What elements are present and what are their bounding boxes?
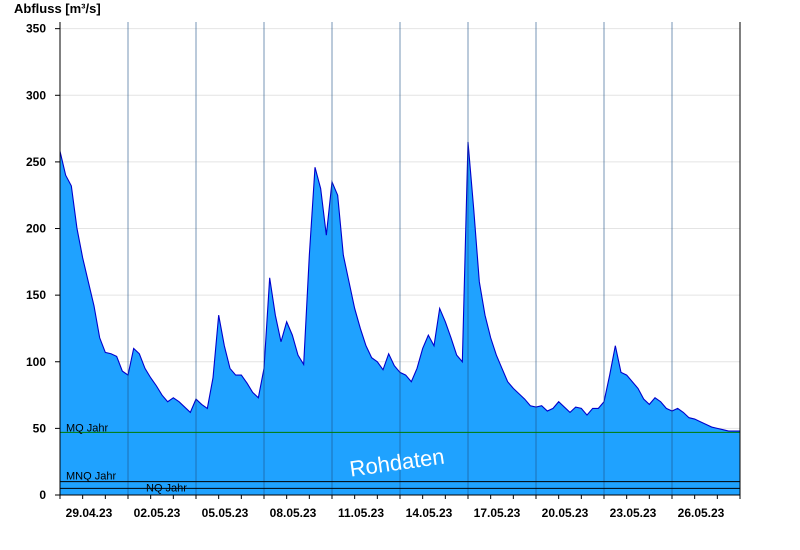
y-tick-label: 200: [26, 222, 46, 236]
y-tick-label: 300: [26, 88, 46, 102]
x-tick-label: 11.05.23: [338, 506, 384, 520]
date-separator-lines: [127, 22, 673, 495]
x-tick-label: 17.05.23: [474, 506, 521, 520]
reference-line-label: MQ Jahr: [66, 422, 109, 434]
x-tick-label: 05.05.23: [202, 506, 249, 520]
y-tick-label: 250: [26, 155, 46, 169]
y-tick-labels: 0 50 100 150 200 250 300 350: [26, 22, 46, 502]
y-tick-label: 50: [33, 421, 47, 435]
discharge-area: [60, 141, 740, 496]
y-tick-label: 150: [26, 288, 46, 302]
x-tick-label: 14.05.23: [406, 506, 453, 520]
y-tick-label: 0: [39, 488, 46, 502]
x-tick-label: 02.05.23: [134, 506, 181, 520]
reference-line-label: NQ Jahr: [146, 482, 187, 494]
reference-lines: MQ Jahr MNQ Jahr NQ Jahr: [60, 422, 740, 494]
reference-line-label: MNQ Jahr: [66, 471, 116, 483]
axes: [55, 22, 741, 499]
y-tick-label: 350: [26, 22, 46, 36]
x-tick-label: 26.05.23: [678, 506, 725, 520]
x-tick-label: 29.04.23: [66, 506, 113, 520]
y-axis-label: Abfluss [m³/s]: [14, 1, 101, 16]
x-tick-label: 20.05.23: [542, 506, 589, 520]
y-tick-label: 100: [26, 355, 46, 369]
x-tick-label: 08.05.23: [270, 506, 317, 520]
x-tick-labels: 29.04.23 02.05.23 05.05.23 08.05.23 11.05.23…: [66, 506, 725, 520]
x-tick-label: 23.05.23: [610, 506, 657, 520]
